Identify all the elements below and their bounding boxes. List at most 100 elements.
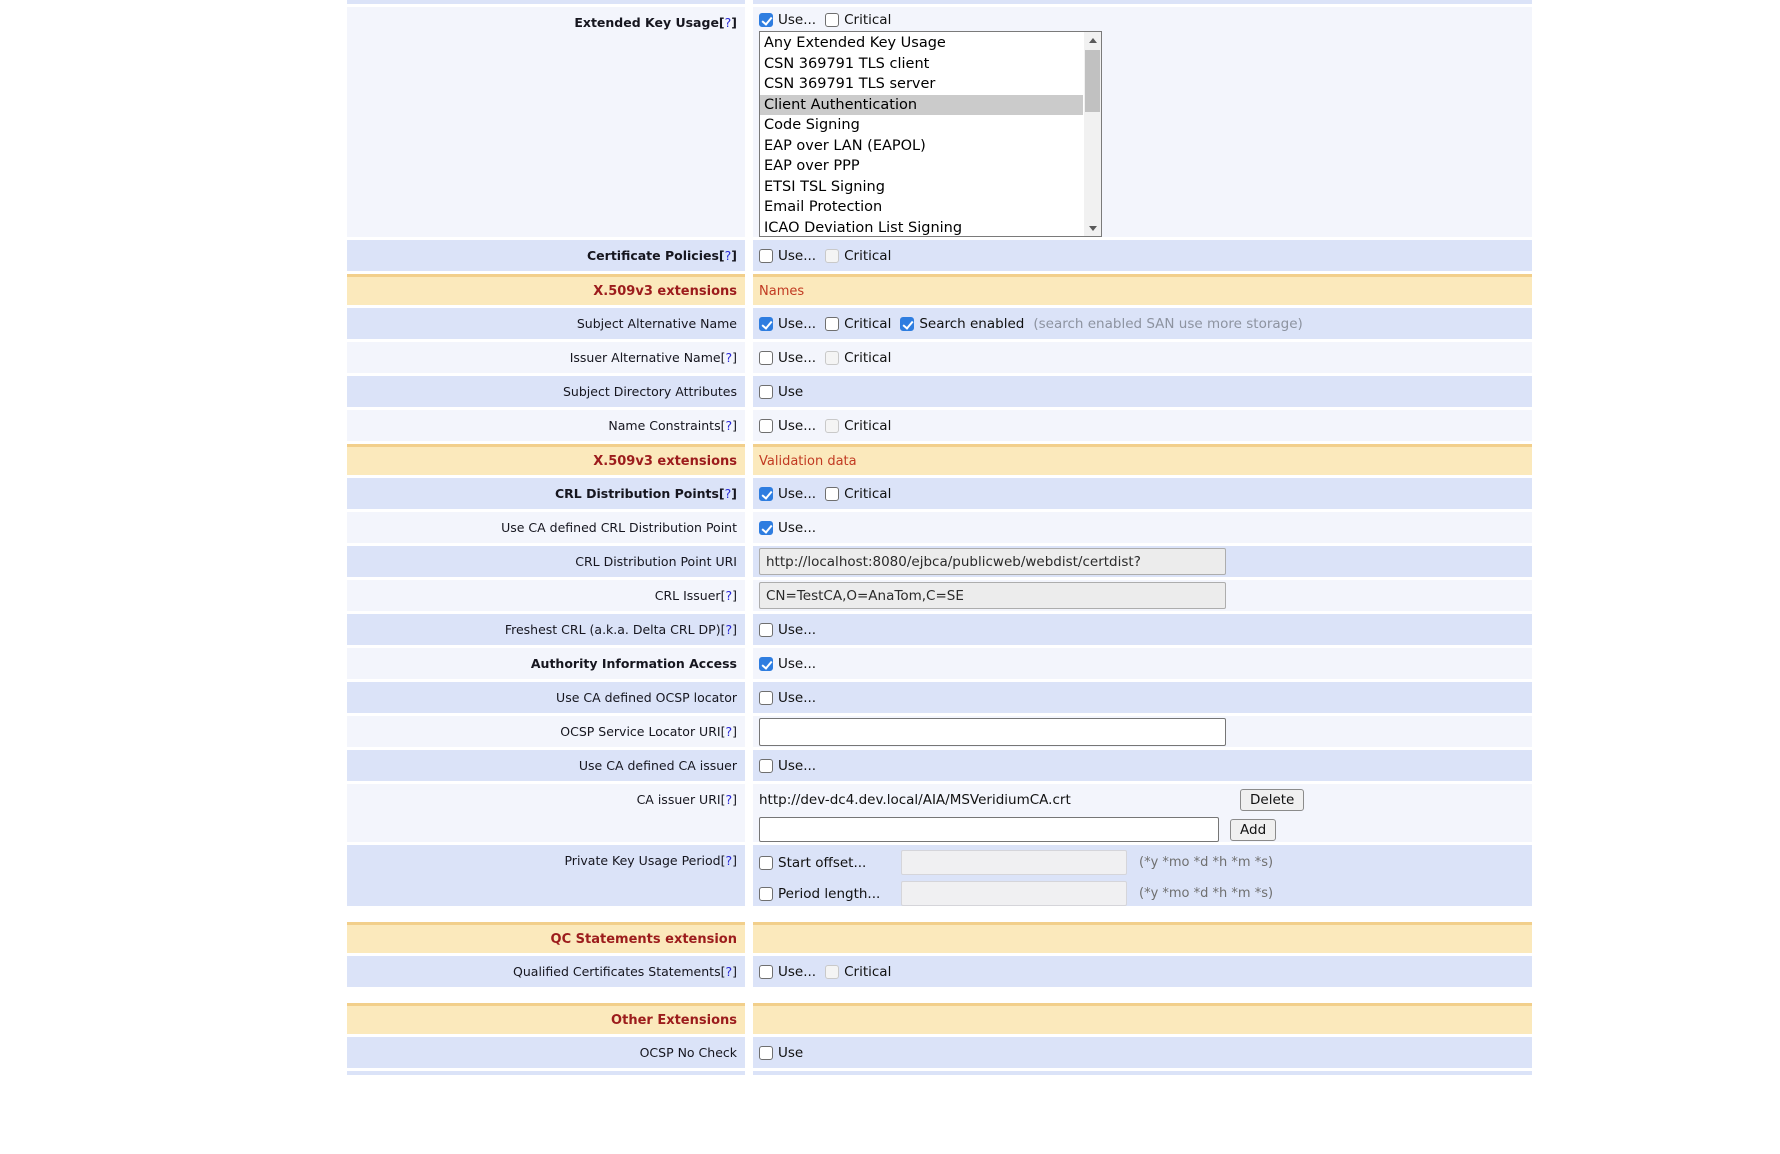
row-controls-extended-key-usage: Use... Critical Any Extended Key Usage CS…	[753, 7, 1532, 237]
use-checkbox[interactable]	[759, 248, 773, 263]
listbox-option[interactable]: CSN 369791 TLS server	[764, 76, 936, 92]
help-link[interactable]: ?	[725, 724, 733, 739]
listbox-option[interactable]: EAP over PPP	[764, 158, 860, 174]
row-controls-freshest-crl: Use...	[753, 614, 1532, 645]
use-checkbox[interactable]	[759, 418, 773, 433]
start-offset-input	[901, 850, 1127, 875]
use-checkbox[interactable]	[759, 316, 773, 331]
certificate-profile-extensions-table: Extended Key Usage[?] Use... Critical An…	[347, 0, 1532, 1075]
help-link[interactable]: ?	[725, 588, 733, 603]
scroll-down-icon	[1088, 225, 1097, 231]
row-label-subject-directory-attributes: Subject Directory Attributes	[347, 376, 745, 407]
help-link[interactable]: ?	[725, 350, 733, 365]
scroll-down-button[interactable]	[1084, 220, 1101, 236]
row-controls-authority-information-access: Use...	[753, 648, 1532, 679]
use-checkbox[interactable]	[759, 520, 773, 535]
ca-issuer-uri-new-input[interactable]	[759, 817, 1219, 842]
row-label-extended-key-usage: Extended Key Usage[?]	[347, 7, 745, 237]
row-controls-certificate-policies: Use... Critical	[753, 240, 1532, 271]
section-subtitle-other-extensions	[753, 1003, 1532, 1034]
search-enabled-checkbox[interactable]	[900, 316, 915, 331]
time-format-hint: (*y *mo *d *h *m *s)	[1139, 855, 1274, 870]
row-label-name-constraints: Name Constraints[?]	[347, 410, 745, 441]
listbox-option[interactable]: Client Authentication	[760, 94, 1083, 115]
listbox-option[interactable]: EAP over LAN (EAPOL)	[764, 137, 926, 154]
row-controls-issuer-alternative-name: Use... Critical	[753, 342, 1532, 373]
use-checkbox[interactable]	[759, 350, 773, 365]
row-label-crl-distribution-points: CRL Distribution Points[?]	[347, 478, 745, 509]
row-label-private-key-usage-period: Private Key Usage Period[?]	[347, 845, 745, 906]
row-controls-name-constraints: Use... Critical	[753, 410, 1532, 441]
row-controls-ocsp-no-check: Use	[753, 1037, 1532, 1068]
use-checkbox[interactable]	[759, 964, 773, 979]
listbox-option[interactable]: Code Signing	[764, 117, 860, 133]
row-label-subject-alternative-name: Subject Alternative Name	[347, 308, 745, 339]
row-label-ocsp-no-check: OCSP No Check	[347, 1037, 745, 1068]
use-checkbox[interactable]	[759, 758, 773, 773]
listbox-options: Any Extended Key Usage CSN 369791 TLS cli…	[760, 33, 1083, 236]
row-label-crl-issuer: CRL Issuer[?]	[347, 580, 745, 611]
row-controls-private-key-usage-period: Start offset... (*y *mo *d *h *m *s) Per…	[753, 845, 1532, 906]
use-checkbox[interactable]	[759, 13, 773, 27]
time-format-hint: (*y *mo *d *h *m *s)	[1139, 886, 1274, 901]
san-storage-note: (search enabled SAN use more storage)	[1033, 315, 1303, 332]
listbox-option[interactable]: Email Protection	[764, 199, 883, 215]
row-label-use-ca-defined-ocsp-locator: Use CA defined OCSP locator	[347, 682, 745, 713]
row-label-authority-information-access: Authority Information Access	[347, 648, 745, 679]
scroll-up-button[interactable]	[1084, 32, 1101, 48]
section-header-x509-names: X.509v3 extensions	[347, 274, 745, 305]
row-sliver-bottom-controls	[753, 1071, 1532, 1075]
delete-button[interactable]: Delete	[1240, 789, 1305, 811]
row-sliver-top-label	[347, 0, 745, 4]
help-link[interactable]: ?	[725, 418, 733, 433]
ca-issuer-uri-value: http://dev-dc4.dev.local/AIA/MSVeridiumC…	[759, 792, 1071, 808]
row-label-issuer-alternative-name: Issuer Alternative Name[?]	[347, 342, 745, 373]
help-link[interactable]: ?	[725, 853, 733, 868]
listbox-option[interactable]: Any Extended Key Usage	[764, 35, 946, 51]
help-link[interactable]: ?	[724, 15, 732, 30]
listbox-option[interactable]: ICAO Deviation List Signing	[764, 219, 963, 236]
period-length-checkbox[interactable]	[759, 886, 773, 901]
row-sliver-bottom-label	[347, 1071, 745, 1075]
period-length-input	[901, 881, 1127, 906]
section-gap	[347, 990, 1532, 1000]
use-checkbox[interactable]	[759, 656, 773, 671]
row-label-use-ca-defined-ca-issuer: Use CA defined CA issuer	[347, 750, 745, 781]
section-subtitle-validation-data: Validation data	[753, 444, 1532, 475]
section-header-other-extensions: Other Extensions	[347, 1003, 745, 1034]
help-link[interactable]: ?	[725, 792, 733, 807]
use-checkbox[interactable]	[759, 1045, 773, 1060]
help-link[interactable]: ?	[725, 622, 733, 637]
start-offset-checkbox[interactable]	[759, 855, 773, 870]
use-checkbox[interactable]	[759, 690, 773, 705]
extended-key-usage-listbox[interactable]: Any Extended Key Usage CSN 369791 TLS cli…	[759, 31, 1102, 237]
critical-checkbox[interactable]	[825, 13, 840, 27]
section-subtitle-names: Names	[753, 274, 1532, 305]
help-link[interactable]: ?	[724, 248, 732, 263]
add-button[interactable]: Add	[1230, 818, 1277, 841]
row-label-ca-issuer-uri: CA issuer URI[?]	[347, 784, 745, 842]
critical-checkbox	[825, 418, 840, 433]
row-controls-crl-distribution-point-uri	[753, 546, 1532, 577]
row-controls-subject-alternative-name: Use... Critical Search enabled (search e…	[753, 308, 1532, 339]
listbox-option[interactable]: CSN 369791 TLS client	[764, 55, 930, 72]
critical-checkbox[interactable]	[825, 486, 840, 501]
crl-distribution-point-uri-input	[759, 548, 1226, 575]
row-controls-use-ca-defined-ocsp-locator: Use...	[753, 682, 1532, 713]
use-checkbox[interactable]	[759, 384, 773, 399]
use-checkbox[interactable]	[759, 486, 773, 501]
critical-checkbox[interactable]	[825, 316, 840, 331]
scrollbar-thumb[interactable]	[1085, 50, 1100, 112]
row-controls-use-ca-defined-crl-dp: Use...	[753, 512, 1532, 543]
section-gap	[347, 909, 1532, 919]
row-label-freshest-crl: Freshest CRL (a.k.a. Delta CRL DP)[?]	[347, 614, 745, 645]
use-checkbox[interactable]	[759, 622, 773, 637]
help-link[interactable]: ?	[725, 964, 733, 979]
help-link[interactable]: ?	[724, 486, 732, 501]
listbox-option[interactable]: ETSI TSL Signing	[764, 178, 885, 195]
row-label-certificate-policies: Certificate Policies[?]	[347, 240, 745, 271]
section-header-x509-validation: X.509v3 extensions	[347, 444, 745, 475]
listbox-scrollbar[interactable]	[1084, 32, 1101, 236]
ocsp-service-locator-uri-input[interactable]	[759, 717, 1226, 746]
row-label-crl-distribution-point-uri: CRL Distribution Point URI	[347, 546, 745, 577]
